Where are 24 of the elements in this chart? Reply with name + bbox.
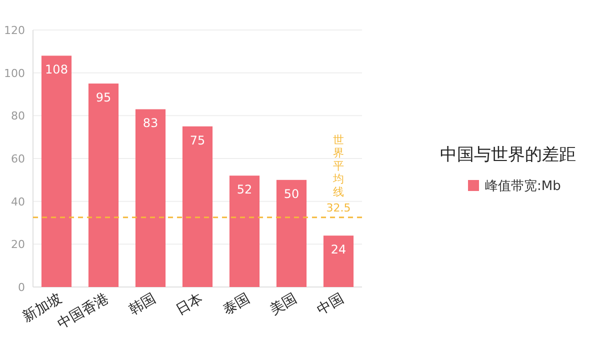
x-tick-label: 中国 bbox=[314, 290, 346, 318]
y-tick-label: 60 bbox=[11, 152, 25, 166]
y-tick-label: 120 bbox=[4, 24, 25, 37]
data-label: 95 bbox=[96, 90, 112, 105]
y-tick-label: 40 bbox=[11, 195, 25, 208]
x-tick-label: 泰国 bbox=[220, 290, 252, 318]
data-label: 108 bbox=[45, 62, 68, 77]
x-tick-label: 日本 bbox=[173, 290, 206, 318]
data-label: 52 bbox=[236, 182, 252, 197]
legend: 峰值带宽:Mb bbox=[468, 179, 561, 194]
y-tick-label: 20 bbox=[11, 238, 25, 252]
x-tick-label: 韩国 bbox=[126, 290, 158, 318]
annotation: 32.5 bbox=[326, 201, 351, 214]
y-tick-label: 80 bbox=[11, 110, 25, 123]
y-tick-label: 100 bbox=[4, 66, 25, 80]
x-tick-label: 美国 bbox=[267, 290, 300, 318]
text: 中国与世界的差距 bbox=[440, 145, 576, 165]
ref-line-label: 世界平均线 bbox=[332, 133, 344, 198]
data-label: 50 bbox=[284, 186, 300, 201]
data-label: 83 bbox=[142, 116, 158, 130]
data-label: 24 bbox=[330, 242, 346, 257]
legend-label: 峰值带宽:Mb bbox=[485, 178, 561, 194]
data-label: 75 bbox=[190, 133, 206, 148]
y-tick-label: 0 bbox=[18, 281, 25, 294]
